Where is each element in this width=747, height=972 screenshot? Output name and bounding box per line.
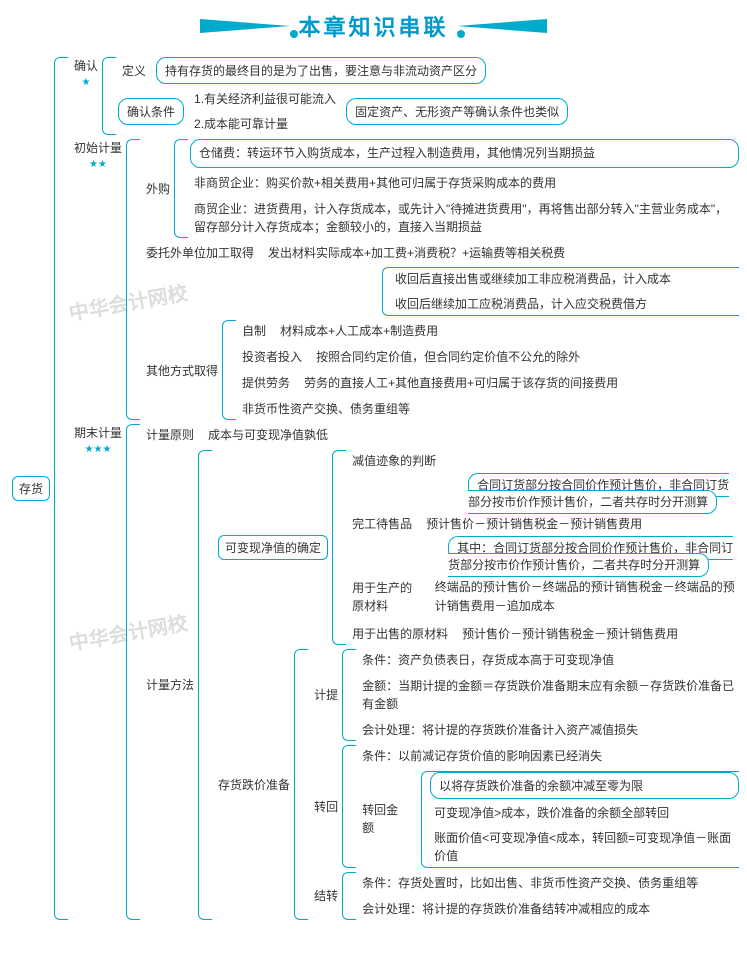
def-text: 持有存货的最终目的是为了出售，要注意与非流动资产区分 [156,57,486,84]
star-icon: ★★ [89,159,107,170]
trade: 商贸企业：进货费用，计入存货成本，或先计入"待摊进货费用"，再将售出部分转入"主… [190,198,739,238]
transfer-acc: 会计处理：将计提的存货跌价准备结转冲减相应的成本 [358,898,739,920]
consign-note-1: 收回后直接出售或继续加工非应税消费品，计入成本 [391,268,739,290]
raw-sale-text: 预计售价－预计销售税金－预计销售费用 [458,623,682,645]
accrue-label: 计提 [314,686,338,703]
mind-map-root: 中华会计网校 中华会计网校 存货 确认 ★ 定义 持有存货的最终目的是为了出售，… [8,57,739,920]
principle-row: 计量原则 成本与可变现净值孰低 [142,424,739,446]
finished-text: 预计售价－预计销售税金－预计销售费用 [422,513,646,535]
transfer-label: 结转 [314,887,338,904]
cond-note: 固定资产、无形资产等确认条件也类似 [346,98,568,125]
principle-text: 成本与可变现净值孰低 [204,424,332,446]
definition-row: 定义 持有存货的最终目的是为了出售，要注意与非流动资产区分 [118,57,739,84]
cond-1: 1.有关经济利益很可能流入 [190,88,340,110]
accrue-acc: 会计处理：将计提的存货跌价准备计入资产减值损失 [358,719,739,741]
reverse-node: 转回 条件：以前减记存货价值的影响因素已经消失 转回金额 以将存货跌价准备的余额… [310,745,739,868]
def-label: 定义 [118,60,150,82]
nrv-node: 可变现净值的确定 减值迹象的判断 合同订货部分按合同价作预计售价，非合同订货部分… [214,450,739,644]
section-end: 期末计量 ★★★ 计量原则 成本与可变现净值孰低 计量方法 可变现净值的确定 [70,424,739,919]
raw-prod-note: 其中：合同订货部分按合同价作预计售价，非合同订货部分按市价作预计售价，二者共存时… [448,536,733,577]
star-icon: ★ [82,77,91,88]
consign-node: 委托外单位加工取得 发出材料实际成本+加工费+消费税？+运输费等相关税费 收回后… [142,242,739,316]
invest-text: 按照合同约定价值，但合同约定价值不公允的除外 [312,346,584,368]
transfer-cond: 条件：存货处置时，比如出售、非货币性资产交换、债务重组等 [358,872,739,894]
other-acquire-node: 其他方式取得 自制材料成本+人工成本+制造费用 投资者投入按照合同约定价值，但合… [142,320,739,420]
raw-sale-label: 用于出售的原材料 [348,623,452,645]
reverse-cond: 条件：以前减记存货价值的影响因素已经消失 [358,745,739,767]
consign-main: 发出材料实际成本+加工费+消费税？+运输费等相关税费 [264,242,569,264]
transfer-node: 结转 条件：存货处置时，比如出售、非货币性资产交换、债务重组等 会计处理：将计提… [310,872,739,920]
accrue-amt: 金额：当期计提的金额＝存货跌价准备期末应有余额－存货跌价准备已有金额 [358,675,739,715]
confirm-label: 确认 [74,57,98,74]
reverse-amt-label: 转回金额 [358,799,411,839]
decoration-right [457,19,547,33]
decoration-left [200,19,290,33]
purchase-label: 外购 [146,180,170,197]
self-label: 自制 [238,320,270,342]
provision-label: 存货跌价准备 [218,776,290,793]
root-node: 存货 [8,57,54,920]
self-text: 材料成本+人工成本+制造费用 [276,320,442,342]
cond-label: 确认条件 [118,98,184,125]
reverse-label: 转回 [314,798,338,815]
consign-label: 委托外单位加工取得 [142,242,258,264]
accrue-cond: 条件：资产负债表日，存货成本高于可变现净值 [358,649,739,671]
end-label: 期末计量 [74,424,122,441]
reverse-amt-1: 可变现净值>成本，跌价准备的余额全部转回 [430,802,739,824]
provision-node: 存货跌价准备 计提 条件：资产负债表日，存货成本高于可变现净值 金额：当期计提的… [214,649,739,920]
page-title: 本章知识串联 [298,10,448,42]
service-label: 提供劳务 [238,372,294,394]
page-header: 本章知识串联 [8,10,739,42]
section-initial: 初始计量 ★★ 外购 仓储费：转运环节入购货成本，生产过程入制造费用，其他情况列… [70,139,739,420]
raw-prod-label: 用于生产的原材料 [348,577,425,617]
other-label: 其他方式取得 [146,362,218,379]
reverse-note: 以将存货跌价准备的余额冲减至零为限 [430,772,739,799]
finished-note: 合同订货部分按合同价作预计售价，非合同订货部分按市价作预计售价，二者共存时分开测… [468,473,729,514]
method-node: 计量方法 可变现净值的确定 减值迹象的判断 合同订货部分按合同价作预计售价，非合… [142,450,739,919]
cond-2: 2.成本能可靠计量 [190,113,340,135]
raw-prod-text: 终端品的预计售价－终端品的预计销售税金－终端品的预计销售费用－追加成本 [431,576,739,618]
root-label: 存货 [12,476,50,501]
non-trade: 非商贸企业：购买价款+相关费用+其他可归属于存货采购成本的费用 [190,172,739,194]
star-icon: ★★★ [85,444,112,455]
consign-note-2: 收回后继续加工应税消费品，计入应交税费借方 [391,293,739,315]
invest-label: 投资者投入 [238,346,306,368]
finished-label: 完工待售品 [348,513,416,535]
initial-label: 初始计量 [74,139,122,156]
service-text: 劳务的直接人工+其他直接费用+可归属于该存货的间接费用 [300,372,622,394]
storage-fee: 仓储费：转运环节入购货成本，生产过程入制造费用，其他情况列当期损益 [190,139,739,168]
section-confirm: 确认 ★ 定义 持有存货的最终目的是为了出售，要注意与非流动资产区分 确认条件 … [70,57,739,135]
purchase-node: 外购 仓储费：转运环节入购货成本，生产过程入制造费用，其他情况列当期损益 非商贸… [142,139,739,238]
nrv-label: 可变现净值的确定 [218,535,328,560]
misc-text: 非货币性资产交换、债务重组等 [238,398,739,420]
impair-label: 减值迹象的判断 [348,450,739,472]
accrue-node: 计提 条件：资产负债表日，存货成本高于可变现净值 金额：当期计提的金额＝存货跌价… [310,649,739,741]
condition-row: 确认条件 1.有关经济利益很可能流入 2.成本能可靠计量 固定资产、无形资产等确… [118,88,739,135]
reverse-amt-2: 账面价值<可变现净值<成本，转回额=可变现净值－账面价值 [430,827,739,867]
method-label: 计量方法 [146,676,194,693]
principle-label: 计量原则 [142,424,198,446]
